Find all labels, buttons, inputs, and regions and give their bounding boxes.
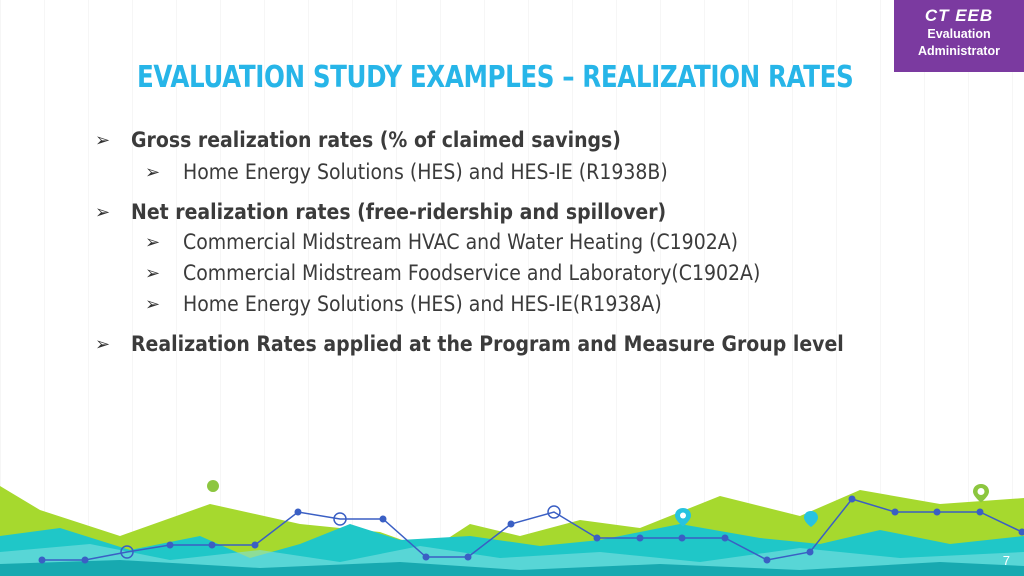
arrow-bullet-icon: ➢	[145, 232, 161, 253]
teal-dot-pin-icon	[804, 511, 818, 527]
sub-bullet-text: Commercial Midstream HVAC and Water Heat…	[183, 230, 739, 254]
decorative-footer-graphic	[0, 480, 1024, 576]
bullet-text: Realization Rates applied at the Program…	[131, 332, 844, 356]
dark-teal-band-shape	[0, 560, 1024, 576]
arrow-bullet-icon: ➢	[145, 162, 161, 183]
page-number: 7	[1002, 553, 1010, 568]
slide-title: EVALUATION STUDY EXAMPLES – REALIZATION …	[137, 60, 854, 95]
badge-title: CT EEB	[924, 6, 994, 25]
badge-subtitle-1: Evaluation	[927, 27, 991, 41]
arrow-bullet-icon: ➢	[95, 130, 111, 151]
ring-markers	[120, 505, 561, 559]
org-badge: CT EEB Evaluation Administrator	[894, 0, 1024, 72]
arrow-bullet-icon: ➢	[95, 202, 111, 223]
sub-bullet-text: Home Energy Solutions (HES) and HES-IE (…	[183, 160, 668, 184]
arrow-bullet-icon: ➢	[95, 334, 111, 355]
arrow-bullet-icon: ➢	[145, 263, 161, 284]
sub-bullet-text: Commercial Midstream Foodservice and Lab…	[183, 261, 761, 285]
blue-trend-line	[42, 498, 1023, 561]
map-pin-icons	[207, 480, 989, 527]
sub-bullet-text: Home Energy Solutions (HES) and HES-IE(R…	[183, 292, 662, 316]
bullet-text: Gross realization rates (% of claimed sa…	[131, 128, 621, 152]
lime-pin-icon	[207, 480, 220, 492]
badge-subtitle-2: Administrator	[918, 44, 1000, 58]
arrow-bullet-icon: ➢	[145, 294, 161, 315]
data-point-markers	[38, 495, 1024, 564]
bullet-text: Net realization rates (free-ridership an…	[131, 200, 667, 224]
